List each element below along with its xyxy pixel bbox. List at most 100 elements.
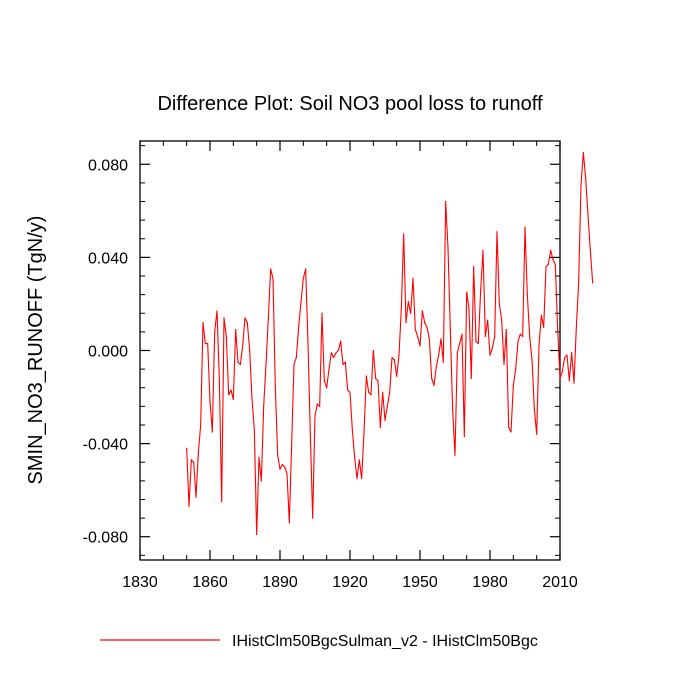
data-point bbox=[302, 277, 304, 279]
data-point bbox=[195, 496, 197, 498]
data-point bbox=[533, 408, 535, 410]
x-tick-label: 1980 bbox=[472, 574, 508, 591]
data-point bbox=[484, 335, 486, 338]
data-point bbox=[349, 391, 351, 393]
data-point bbox=[384, 419, 386, 421]
data-point bbox=[503, 363, 505, 366]
data-point bbox=[482, 249, 484, 252]
data-point bbox=[454, 454, 456, 456]
data-point bbox=[587, 214, 589, 217]
data-point bbox=[498, 303, 500, 305]
data-point bbox=[468, 308, 470, 310]
data-point bbox=[272, 277, 274, 279]
data-point bbox=[347, 389, 349, 391]
data-point bbox=[267, 317, 269, 319]
data-point bbox=[307, 342, 309, 345]
data-point bbox=[323, 380, 325, 382]
data-point bbox=[517, 340, 519, 342]
data-point bbox=[519, 333, 521, 335]
data-point bbox=[309, 433, 311, 435]
data-point bbox=[319, 405, 321, 407]
legend: IHistClm50BgcSulman_v2 - IHistClm50Bgc bbox=[100, 633, 538, 650]
data-point bbox=[501, 319, 503, 321]
data-point bbox=[288, 522, 290, 524]
data-point bbox=[274, 387, 276, 389]
data-point bbox=[260, 480, 262, 482]
data-point bbox=[330, 352, 332, 354]
data-point bbox=[564, 356, 566, 359]
data-point bbox=[337, 349, 339, 352]
data-point bbox=[370, 394, 372, 396]
data-point bbox=[414, 328, 416, 331]
data-point bbox=[358, 459, 360, 461]
data-point bbox=[526, 294, 528, 296]
data-point bbox=[543, 326, 545, 328]
data-point bbox=[335, 352, 337, 354]
data-point bbox=[403, 233, 405, 235]
data-point bbox=[225, 335, 227, 338]
data-point bbox=[545, 266, 547, 268]
data-point bbox=[456, 352, 458, 354]
data-point bbox=[550, 249, 552, 252]
data-point bbox=[244, 317, 246, 319]
data-point bbox=[554, 263, 556, 265]
data-point bbox=[433, 384, 435, 387]
data-point bbox=[281, 463, 283, 466]
data-point bbox=[314, 415, 316, 417]
data-point bbox=[258, 456, 260, 459]
data-point bbox=[480, 289, 482, 291]
data-point bbox=[547, 263, 549, 265]
x-tick-label: 1860 bbox=[192, 574, 228, 591]
data-point bbox=[193, 461, 195, 463]
data-point bbox=[396, 375, 398, 377]
data-point bbox=[461, 333, 463, 335]
data-point bbox=[536, 433, 538, 435]
data-point bbox=[522, 335, 524, 338]
data-point bbox=[407, 301, 409, 303]
data-point bbox=[585, 177, 587, 179]
data-point bbox=[589, 249, 591, 252]
data-point bbox=[449, 328, 451, 331]
data-point bbox=[592, 282, 594, 284]
data-point bbox=[237, 361, 239, 363]
data-point bbox=[321, 312, 323, 314]
data-point bbox=[410, 312, 412, 314]
data-point bbox=[242, 345, 244, 347]
data-point bbox=[361, 477, 363, 480]
series-layer bbox=[186, 152, 594, 535]
data-point bbox=[223, 317, 225, 319]
data-point bbox=[473, 266, 475, 268]
data-point bbox=[566, 354, 568, 356]
data-point bbox=[211, 431, 213, 433]
data-point bbox=[190, 459, 192, 461]
x-tick-label: 1890 bbox=[262, 574, 298, 591]
y-tick-label: 0.080 bbox=[88, 157, 128, 174]
data-point bbox=[463, 436, 465, 438]
data-point bbox=[573, 382, 575, 384]
data-point bbox=[221, 501, 223, 503]
data-point bbox=[496, 231, 498, 233]
data-point bbox=[552, 259, 554, 261]
data-point bbox=[312, 517, 314, 519]
data-point bbox=[291, 443, 293, 445]
chart-title: Difference Plot: Soil NO3 pool loss to r… bbox=[157, 93, 542, 115]
data-point bbox=[207, 342, 209, 345]
data-point bbox=[235, 328, 237, 331]
data-point bbox=[246, 321, 248, 324]
data-point bbox=[477, 342, 479, 345]
data-point bbox=[382, 391, 384, 393]
x-tick-label: 1830 bbox=[122, 574, 158, 591]
data-point bbox=[438, 354, 440, 356]
data-point bbox=[344, 361, 346, 363]
data-point bbox=[431, 377, 433, 380]
data-point bbox=[580, 184, 582, 186]
data-point bbox=[375, 377, 377, 380]
data-point bbox=[561, 370, 563, 373]
y-tick-label: 0.040 bbox=[88, 250, 128, 267]
data-point bbox=[400, 308, 402, 310]
data-point bbox=[421, 310, 423, 312]
y-axis-label: SMIN_NO3_RUNOFF (TgN/y) bbox=[25, 216, 47, 485]
data-point bbox=[512, 384, 514, 387]
data-point bbox=[230, 389, 232, 391]
